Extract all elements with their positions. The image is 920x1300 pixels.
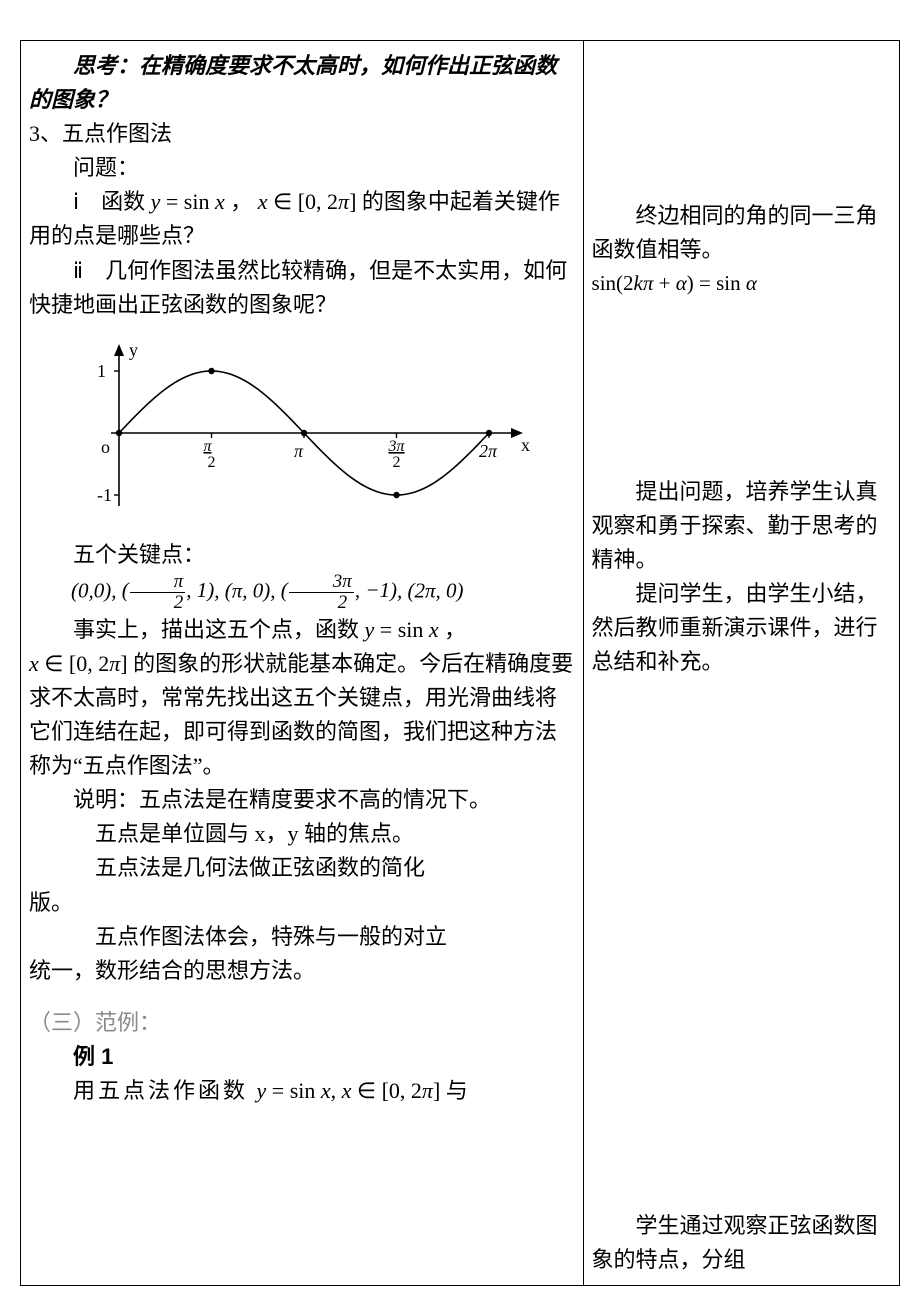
fact-prefix: 事实上，描出这五个点，函数 bbox=[73, 617, 365, 642]
note3: 提问学生，由学生小结，然后教师重新演示课件，进行总结和补充。 bbox=[592, 577, 891, 679]
svg-text:2π: 2π bbox=[479, 441, 498, 461]
expl3: 五点法是几何法做正弦函数的简化 bbox=[95, 855, 425, 880]
svg-text:2: 2 bbox=[208, 454, 216, 471]
ex1-text-a: 用五点法作函数 bbox=[73, 1078, 257, 1103]
q2: ⅱ 几何作图法虽然比较精确，但是不太实用，如何快捷地画出正弦函数的图象呢？ bbox=[29, 254, 575, 322]
ex1-text-b: 与 bbox=[440, 1078, 468, 1103]
svg-text:2: 2 bbox=[393, 454, 401, 471]
note4: 学生通过观察正弦函数图象的特点，分组 bbox=[592, 1209, 891, 1277]
fact-domain2: x ∈ [0, 2π] bbox=[29, 651, 128, 676]
pt1: (0,0) bbox=[71, 578, 111, 602]
keypoints-label: 五个关键点： bbox=[29, 538, 575, 572]
svg-text:-1: -1 bbox=[97, 485, 112, 505]
expl1: 说明：五点法是在精度要求不高的情况下。 bbox=[29, 783, 575, 817]
think-label: 思考： bbox=[73, 53, 139, 78]
svg-text:x: x bbox=[521, 435, 530, 455]
question-label: 问题： bbox=[29, 151, 575, 185]
expl3b: 版。 bbox=[29, 886, 575, 920]
svg-text:o: o bbox=[101, 437, 110, 457]
pt2: (π2, 1) bbox=[122, 578, 215, 602]
pt5: (2π, 0) bbox=[408, 578, 464, 602]
sine-chart: 1-1oyxπ2π3π22π bbox=[29, 322, 575, 538]
note1-formula: sin(2kπ + α) = sin α bbox=[592, 267, 891, 300]
svg-text:1: 1 bbox=[97, 361, 106, 381]
section-examples: （三）范例： bbox=[29, 1006, 575, 1040]
q1-prefix: ⅰ 函数 bbox=[73, 189, 151, 214]
expl4a: 五点作图法体会，特殊与一般的对立 bbox=[95, 924, 447, 949]
q1-domain: x ∈ [0, 2π] bbox=[258, 189, 357, 214]
fact-mid: ， bbox=[439, 617, 467, 642]
svg-text:y: y bbox=[129, 340, 138, 360]
q1-func: y = sin x bbox=[151, 189, 225, 214]
q1-mid: ， bbox=[225, 189, 258, 214]
fact-func: y = sin x bbox=[365, 617, 439, 642]
note1a: 终边相同的角的同一三角函数值相等。 bbox=[592, 199, 891, 267]
pt3: (π, 0) bbox=[225, 578, 271, 602]
expl2: 五点是单位圆与 x，y 轴的焦点。 bbox=[29, 817, 575, 851]
ex1-func: y = sin x, x ∈ [0, 2π] bbox=[257, 1078, 441, 1103]
svg-text:π: π bbox=[204, 438, 213, 455]
svg-text:π: π bbox=[294, 441, 304, 461]
ex1-label: 例 1 bbox=[29, 1040, 575, 1074]
expl4b: 统一，数形结合的思想方法。 bbox=[29, 954, 575, 988]
section-3-title: 3、五点作图法 bbox=[29, 117, 575, 151]
note2: 提出问题，培养学生认真观察和勇于探索、勤于思考的精神。 bbox=[592, 475, 891, 577]
pt4: (3π2, −1) bbox=[281, 578, 397, 602]
svg-text:3π: 3π bbox=[388, 438, 406, 455]
